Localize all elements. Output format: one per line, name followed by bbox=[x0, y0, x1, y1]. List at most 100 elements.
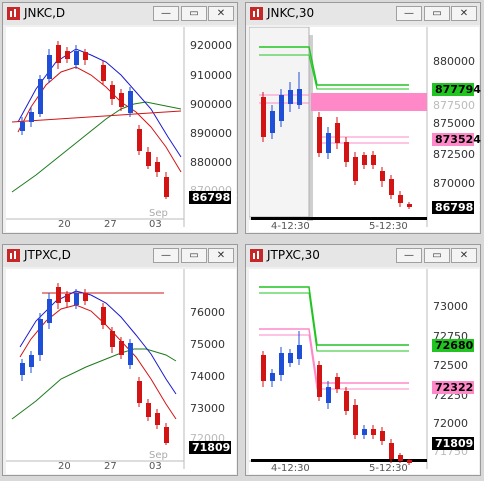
candles bbox=[261, 331, 412, 465]
candles bbox=[20, 41, 169, 199]
candle bbox=[56, 287, 61, 303]
candle bbox=[56, 45, 61, 63]
price-axis-label: 75000 bbox=[190, 338, 225, 351]
candle bbox=[47, 55, 52, 79]
minimize-button[interactable]: — bbox=[396, 248, 422, 263]
candle bbox=[261, 355, 266, 381]
window-title: JNKC,D bbox=[24, 6, 66, 20]
ma-slow-line bbox=[11, 348, 177, 420]
candle bbox=[155, 162, 160, 172]
time-axis-label: 03 bbox=[149, 461, 162, 472]
green-level-line bbox=[259, 286, 409, 346]
candle bbox=[137, 129, 142, 151]
title-bar[interactable]: JNKC,D — ▭ ✕ bbox=[3, 3, 237, 25]
candle bbox=[288, 353, 293, 363]
chart-window-jnkc-30min[interactable]: JNKC,30 — ▭ ✕ bbox=[245, 2, 481, 234]
candle bbox=[29, 112, 34, 122]
candlestick-plot bbox=[6, 27, 185, 227]
candle bbox=[279, 353, 284, 375]
candle bbox=[119, 341, 124, 355]
time-axis-bar bbox=[251, 217, 427, 220]
price-chart[interactable]: 73000 72750 72500 72250 72000 71750 7268… bbox=[249, 269, 479, 474]
window-title: JTPXC,D bbox=[24, 248, 71, 262]
last-price-tag: 71809 bbox=[189, 441, 231, 454]
selection-region bbox=[249, 27, 310, 218]
price-axis-label: 870000 bbox=[433, 177, 475, 190]
candlestick-plot bbox=[6, 269, 185, 469]
candle bbox=[38, 79, 43, 114]
close-button[interactable]: ✕ bbox=[451, 248, 477, 263]
maximize-button[interactable]: ▭ bbox=[424, 248, 450, 263]
selection-shadow bbox=[307, 35, 313, 221]
time-axis-label: 20 bbox=[58, 219, 71, 230]
time-axis-label: 5-12:30 bbox=[369, 463, 408, 474]
time-axis-label: 27 bbox=[104, 461, 117, 472]
close-button[interactable]: ✕ bbox=[208, 6, 234, 21]
price-chart[interactable]: 76000 75000 74000 73000 72000 71809 20 2… bbox=[6, 269, 236, 474]
candle bbox=[398, 455, 403, 461]
close-button[interactable]: ✕ bbox=[451, 6, 477, 21]
candle bbox=[74, 51, 79, 65]
title-bar[interactable]: JTPXC,30 — ▭ ✕ bbox=[246, 245, 480, 267]
ma-slow-line bbox=[11, 101, 182, 193]
candle bbox=[47, 299, 52, 323]
candle bbox=[380, 431, 385, 441]
price-axis-label: 76000 bbox=[190, 306, 225, 319]
maximize-button[interactable]: ▭ bbox=[424, 6, 450, 21]
title-bar[interactable]: JTPXC,D — ▭ ✕ bbox=[3, 245, 237, 267]
chart-window-jtpxc-daily[interactable]: JTPXC,D — ▭ ✕ bbox=[2, 244, 238, 476]
price-chart[interactable]: 880000 877500 875000 872500 870000 87779… bbox=[249, 27, 481, 232]
minimize-button[interactable]: — bbox=[396, 6, 422, 21]
minimize-button[interactable]: — bbox=[153, 6, 179, 21]
time-axis-label: 03 bbox=[149, 219, 162, 230]
candle bbox=[362, 155, 367, 165]
price-axis-label: 877500 bbox=[433, 99, 475, 112]
maximize-button[interactable]: ▭ bbox=[181, 6, 207, 21]
candle bbox=[335, 377, 340, 389]
candlestick-plot bbox=[249, 27, 428, 227]
price-axis-label: 73000 bbox=[190, 402, 225, 415]
candle bbox=[270, 111, 275, 133]
chart-app-icon bbox=[250, 7, 263, 20]
chart-window-jnkc-daily[interactable]: JNKC,D — ▭ ✕ bbox=[2, 2, 238, 234]
candle bbox=[344, 391, 349, 411]
candle bbox=[326, 387, 331, 403]
time-axis-label: 4-12:30 bbox=[271, 463, 310, 474]
ma-fast-line bbox=[19, 304, 177, 420]
candle bbox=[20, 122, 25, 131]
candle bbox=[353, 405, 358, 435]
price-axis-label: 920000 bbox=[190, 39, 232, 52]
price-axis-label: 900000 bbox=[190, 98, 232, 111]
candle bbox=[389, 443, 394, 459]
time-axis-label: 4-12:30 bbox=[271, 221, 310, 232]
candle bbox=[110, 85, 115, 99]
candle bbox=[38, 319, 43, 355]
candle bbox=[20, 363, 25, 375]
chart-app-icon bbox=[250, 249, 263, 262]
candle bbox=[407, 460, 412, 463]
close-button[interactable]: ✕ bbox=[208, 248, 234, 263]
chart-window-jtpxc-30min[interactable]: JTPXC,30 — ▭ ✕ bbox=[245, 244, 481, 476]
candle bbox=[128, 91, 133, 113]
time-axis-label: 20 bbox=[58, 461, 71, 472]
price-axis-label: 74000 bbox=[190, 370, 225, 383]
month-label: Sep bbox=[149, 208, 168, 219]
price-axis-label: 880000 bbox=[433, 55, 475, 68]
candle bbox=[297, 345, 302, 359]
title-bar[interactable]: JNKC,30 — ▭ ✕ bbox=[246, 3, 480, 25]
maximize-button[interactable]: ▭ bbox=[181, 248, 207, 263]
candle bbox=[371, 155, 376, 165]
candle bbox=[74, 293, 79, 305]
price-axis-label: 73000 bbox=[433, 300, 468, 313]
price-chart[interactable]: 920000 910000 900000 890000 880000 87000… bbox=[6, 27, 238, 232]
candle bbox=[119, 93, 124, 107]
chart-app-icon bbox=[7, 7, 20, 20]
candle bbox=[344, 142, 349, 162]
candles bbox=[20, 283, 169, 445]
candle bbox=[398, 195, 403, 203]
candle bbox=[389, 179, 394, 195]
window-title: JTPXC,30 bbox=[267, 248, 320, 262]
minimize-button[interactable]: — bbox=[153, 248, 179, 263]
candle bbox=[164, 177, 169, 197]
time-axis-bar bbox=[251, 459, 427, 462]
